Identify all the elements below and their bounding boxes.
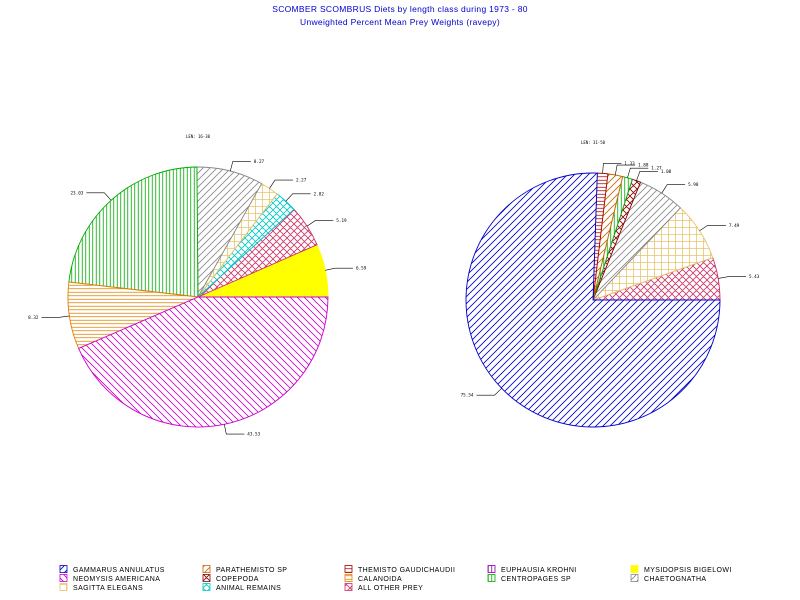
leader-line [661,184,686,194]
data-label: 1.08 [661,169,672,175]
legend-swatch [344,565,353,573]
legend-item-all-other-prey: ALL OTHER PREY [344,583,423,592]
leader-line [602,163,622,174]
legend-swatch [630,565,639,573]
leader-line [325,267,353,271]
data-label: 1.88 [638,163,649,169]
data-label: 75.54 [461,393,474,399]
legend-item-animal-remains: ANIMAL REMAINS [202,583,281,592]
legend-item-gammarus-annulatus: GAMMARUS ANNULATUS [59,565,165,574]
legend-label: NEOMYSIS AMERICANA [73,576,160,583]
leader-line [230,161,251,172]
legend-item-neomysis-americana: NEOMYSIS AMERICANA [59,574,160,583]
pie-title: LEN: 16-30 [186,134,211,139]
legend-item-mysidopsis-bigelowi: MYSIDOPSIS BIGELOWI [630,565,732,574]
data-label: 5.43 [749,274,760,280]
legend-label: COPEPODA [216,576,259,583]
legend-swatch [202,574,211,582]
leader-line [306,220,334,227]
chart-title: SCOMBER SCOMBRUS Diets by length class d… [272,4,528,14]
leader-line [86,192,112,201]
leader-line [699,225,726,232]
legend-item-parathemisto-sp: PARATHEMISTO SP [202,565,287,574]
data-label: 8.32 [28,315,39,321]
data-label: 23.03 [70,190,83,196]
leader-line [285,193,311,202]
legend-item-sagitta-elegans: SAGITTA ELEGANS [59,583,143,592]
legend-swatch [202,565,211,573]
pie-title: LEN: 31-50 [581,140,606,145]
legend-item-chaetognatha: CHAETOGNATHA [630,574,707,583]
legend-swatch [344,574,353,582]
legend-label: CHAETOGNATHA [644,576,707,583]
leader-line [627,167,649,178]
legend-label: PARATHEMISTO SP [216,567,287,574]
legend-label: MYSIDOPSIS BIGELOWI [644,567,732,574]
legend-swatch [487,574,496,582]
legend: GAMMARUS ANNULATUS NEOMYSIS AMERICANA SAGI… [59,565,732,592]
legend-label: ANIMAL REMAINS [216,585,281,592]
legend-swatch [59,574,68,582]
legend-swatch [487,565,496,573]
leader-line [615,164,636,176]
leader-line [476,388,502,396]
legend-swatch [59,583,68,591]
legend-item-centropages-sp: CENTROPAGES SP [487,574,571,583]
legend-label: THEMISTO GAUDICHAUDII [358,567,455,574]
pie-slice-gammarus-annulatus [465,172,721,428]
data-label: 2.82 [314,191,325,197]
legend-label: SAGITTA ELEGANS [73,585,143,592]
pie-slice-centropages-sp [68,166,199,298]
data-label: 7.49 [729,223,740,229]
leader-line [41,315,70,318]
leader-line [269,179,293,189]
leader-line [718,276,746,279]
data-label: 5.19 [336,218,347,224]
data-label: 1.27 [651,166,662,172]
legend-item-themisto-gaudichaudii: THEMISTO GAUDICHAUDII [344,565,455,574]
data-label: 8.27 [254,159,265,165]
leader-line [224,424,245,435]
legend-item-copepoda: COPEPODA [202,574,259,583]
legend-label: CENTROPAGES SP [501,576,571,583]
legend-label: GAMMARUS ANNULATUS [73,567,165,574]
data-label: 43.53 [247,432,260,438]
legend-label: CALANOIDA [358,576,402,583]
legend-label: EUPHAUSIA KROHNI [501,567,577,574]
legend-item-euphausia-krohni: EUPHAUSIA KROHNI [487,565,577,574]
data-label: 6.59 [356,266,367,272]
data-label: 5.98 [688,182,699,188]
legend-swatch [344,583,353,591]
legend-swatch [59,565,68,573]
data-label: 2.27 [296,178,307,184]
legend-swatch [202,583,211,591]
chart-subtitle: Unweighted Percent Mean Prey Weights (ra… [300,17,500,27]
legend-swatch [630,574,639,582]
leader-line [636,171,658,181]
data-label: 1.33 [624,161,635,167]
pie-chart-right: LEN: 31-50 5.43 7.49 5.98 1.081.271.881.33 75… [461,140,760,428]
pie-chart-left: LEN: 16-30 6.59 5.19 2.82 2.27 8.27 23.03 8.32 4… [28,134,367,438]
legend-label: ALL OTHER PREY [358,585,423,592]
legend-item-calanoida: CALANOIDA [344,574,402,583]
